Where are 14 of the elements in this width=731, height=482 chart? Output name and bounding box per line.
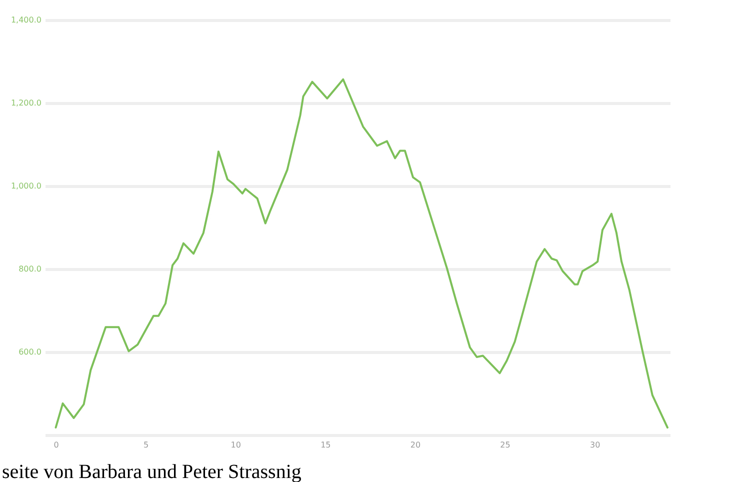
text: seite von Barbara und Peter Strassnig xyxy=(2,461,302,482)
y-tick-label: 1,400.0 xyxy=(10,16,42,24)
line-series xyxy=(54,78,668,429)
x-tick-label: 10 xyxy=(230,440,241,450)
x-tick-label: 0 xyxy=(54,440,59,450)
y-tick-label: 800.0 xyxy=(18,264,42,274)
x-tick-label: 5 xyxy=(144,440,149,450)
y-tick-label: 1,000.0 xyxy=(10,182,42,190)
x-tick-label: 25 xyxy=(500,440,510,450)
x-tick-label: 20 xyxy=(410,440,421,450)
y-tick-label: 600.0 xyxy=(18,348,42,356)
x-tick-label: 15 xyxy=(320,440,331,450)
y-tick-label: 1,200.0 xyxy=(10,98,42,108)
x-tick-label: 30 xyxy=(590,440,600,450)
